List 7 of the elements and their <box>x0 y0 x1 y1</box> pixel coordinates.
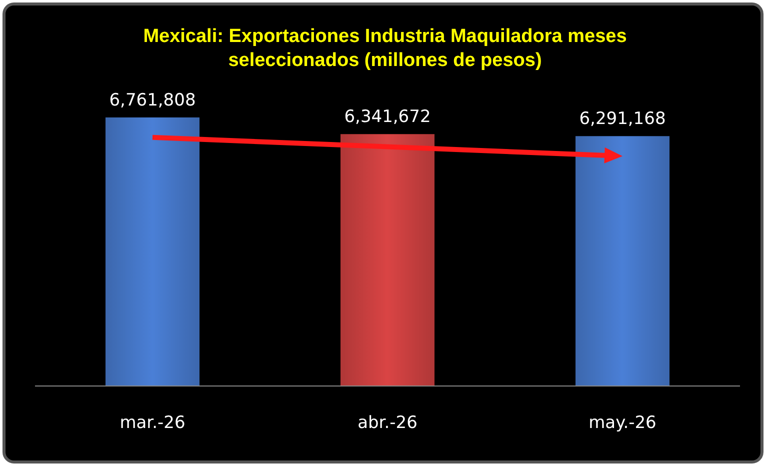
x-tick-label: mar.-26 <box>120 413 186 433</box>
x-tick-label: may.-26 <box>588 413 656 433</box>
chart-title: Mexicali: Exportaciones Industria Maquiladora meses seleccionados (millones de pesos) <box>143 26 627 71</box>
data-label: 6,761,808 <box>109 90 196 110</box>
x-tick-label: abr.-26 <box>358 413 418 433</box>
data-label: 6,341,672 <box>344 107 431 128</box>
data-label: 6,291,168 <box>579 109 666 130</box>
